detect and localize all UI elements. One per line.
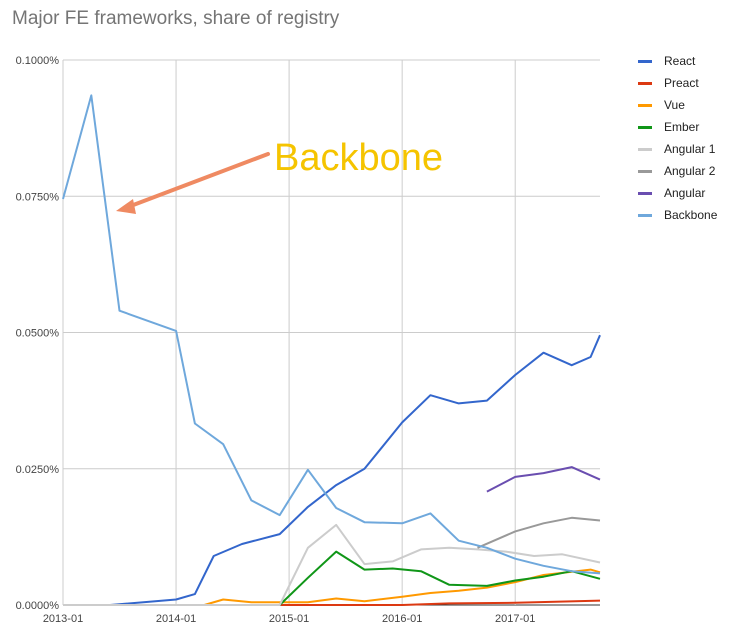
legend-item-angular-1: Angular 1: [638, 138, 717, 160]
legend-label: Ember: [664, 120, 700, 134]
annotation-arrow-head: [116, 199, 136, 214]
series-line-ember: [63, 550, 601, 606]
legend-label: Vue: [664, 98, 685, 112]
annotation-backbone: Backbone: [116, 137, 443, 214]
legend-item-react: React: [638, 50, 717, 72]
legend-swatch: [638, 213, 652, 217]
legend-label: Angular: [664, 186, 706, 200]
annotation-label: Backbone: [274, 137, 443, 179]
y-tick-label: 0.0250%: [16, 464, 60, 476]
legend-item-angular: Angular: [638, 182, 717, 204]
legend-swatch: [638, 125, 652, 129]
y-tick-label: 0.0750%: [16, 191, 60, 203]
x-tick-label: 2013-01: [43, 613, 83, 625]
legend-swatch: [638, 169, 652, 173]
x-tick-label: 2016-01: [382, 613, 422, 625]
series-line-react: [63, 334, 601, 606]
x-tick-label: 2017-01: [495, 613, 535, 625]
y-tick-label: 0.0000%: [16, 600, 60, 612]
legend-swatch: [638, 59, 652, 63]
series-line-backbone: [62, 94, 601, 575]
legend-label: React: [664, 54, 696, 68]
legend-label: Preact: [664, 76, 699, 90]
series-line-angular: [486, 466, 601, 493]
series-line-preact: [63, 599, 601, 606]
legend-swatch: [638, 191, 652, 195]
legend-item-preact: Preact: [638, 72, 717, 94]
series-line-angular-2: [477, 516, 601, 549]
legend-label: Angular 1: [664, 142, 716, 156]
x-tick-label: 2015-01: [269, 613, 309, 625]
legend: React Preact Vue Ember Angular 1 Angular 2 Ang…: [638, 50, 717, 226]
legend-item-vue: Vue: [638, 94, 717, 116]
series-line-vue: [63, 568, 601, 606]
legend-swatch: [638, 81, 652, 85]
legend-label: Angular 2: [664, 164, 716, 178]
series-line-angular-1: [63, 523, 601, 606]
x-tick-label: 2014-01: [156, 613, 196, 625]
legend-item-angular-2: Angular 2: [638, 160, 717, 182]
legend-swatch: [638, 103, 652, 107]
y-tick-label: 0.1000%: [16, 55, 60, 67]
chart-title: Major FE frameworks, share of registry: [12, 8, 340, 29]
legend-label: Backbone: [664, 208, 718, 222]
annotation-arrow-shaft: [126, 152, 270, 209]
y-tick-label: 0.0500%: [16, 328, 60, 340]
legend-item-backbone: Backbone: [638, 204, 717, 226]
legend-swatch: [638, 147, 652, 151]
legend-item-ember: Ember: [638, 116, 717, 138]
